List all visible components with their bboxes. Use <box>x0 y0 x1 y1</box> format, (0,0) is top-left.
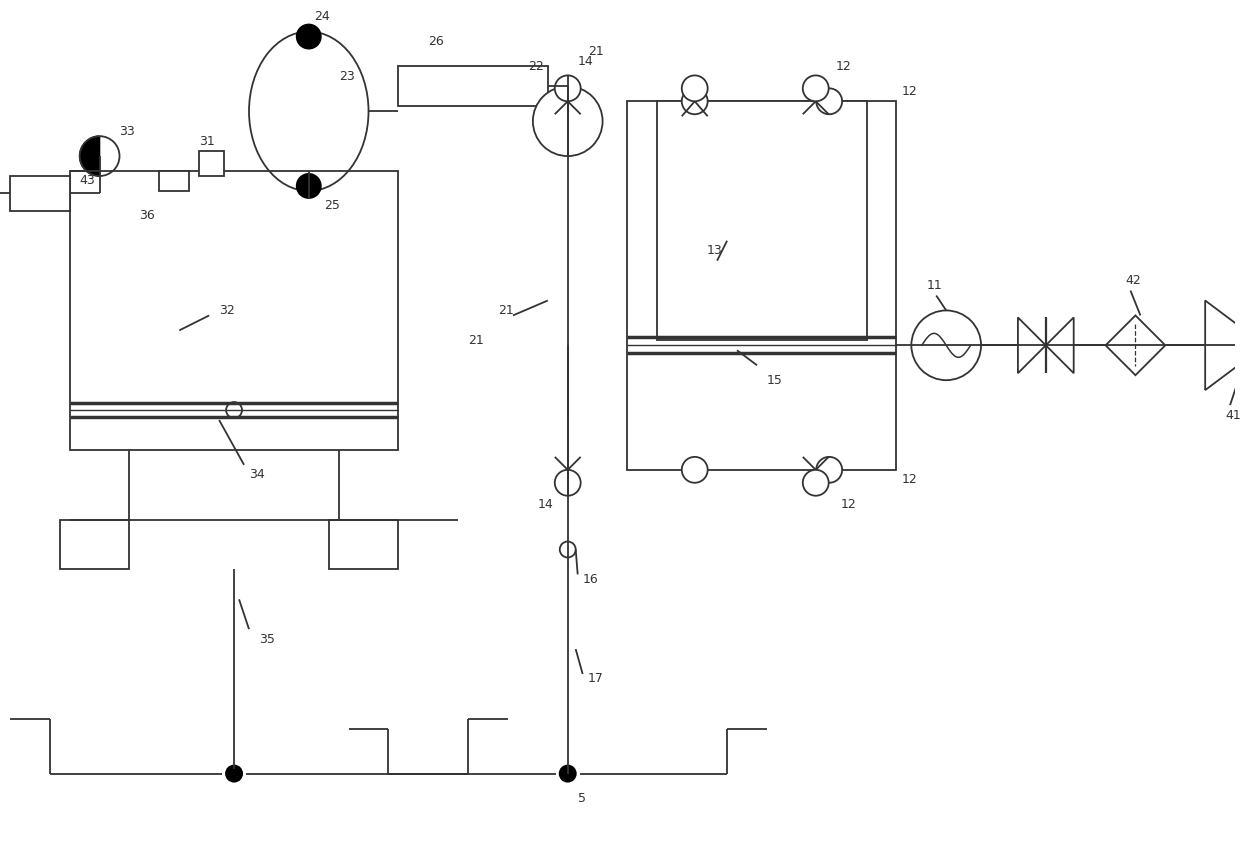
Bar <box>627 101 897 470</box>
Text: 11: 11 <box>926 279 942 292</box>
Text: 12: 12 <box>901 473 918 486</box>
Text: 12: 12 <box>901 85 918 98</box>
Circle shape <box>296 173 321 199</box>
Circle shape <box>911 310 981 380</box>
Text: 33: 33 <box>119 125 135 138</box>
Text: 13: 13 <box>707 244 723 258</box>
Text: 21: 21 <box>588 45 604 58</box>
Circle shape <box>802 470 828 496</box>
Bar <box>69 171 398 450</box>
Bar <box>329 519 398 570</box>
Text: 17: 17 <box>588 672 604 685</box>
Circle shape <box>682 456 708 483</box>
Circle shape <box>682 76 708 101</box>
Circle shape <box>559 541 575 558</box>
Bar <box>160 171 190 191</box>
Text: 41: 41 <box>1225 409 1240 422</box>
Circle shape <box>559 765 577 783</box>
Text: 43: 43 <box>79 174 95 188</box>
Bar <box>60 519 129 570</box>
Text: 31: 31 <box>200 134 215 148</box>
Text: 34: 34 <box>249 468 265 481</box>
Text: 35: 35 <box>259 632 275 646</box>
Circle shape <box>226 765 243 783</box>
Circle shape <box>682 88 708 114</box>
Text: 24: 24 <box>314 10 330 23</box>
Text: 14: 14 <box>538 498 553 511</box>
Circle shape <box>816 456 842 483</box>
Polygon shape <box>79 136 99 176</box>
Text: 12: 12 <box>841 498 857 511</box>
Text: 36: 36 <box>139 209 155 223</box>
Bar <box>10 176 69 211</box>
Circle shape <box>554 76 580 101</box>
Bar <box>657 101 867 340</box>
Text: 5: 5 <box>578 792 585 805</box>
Text: 21: 21 <box>469 334 484 347</box>
Circle shape <box>296 24 321 49</box>
Circle shape <box>802 76 828 101</box>
Bar <box>398 66 548 106</box>
Circle shape <box>816 88 842 114</box>
Text: 22: 22 <box>528 60 543 73</box>
Bar <box>200 151 224 176</box>
Text: 12: 12 <box>836 60 852 73</box>
Text: 16: 16 <box>583 573 599 586</box>
Text: 15: 15 <box>766 374 782 387</box>
Text: 32: 32 <box>219 304 234 317</box>
Circle shape <box>554 470 580 496</box>
Text: 25: 25 <box>324 200 340 212</box>
Circle shape <box>533 87 603 156</box>
Text: 42: 42 <box>1126 274 1141 287</box>
Text: 23: 23 <box>339 70 355 83</box>
Text: 26: 26 <box>428 35 444 48</box>
Text: 21: 21 <box>498 304 513 317</box>
Text: 14: 14 <box>578 55 594 68</box>
